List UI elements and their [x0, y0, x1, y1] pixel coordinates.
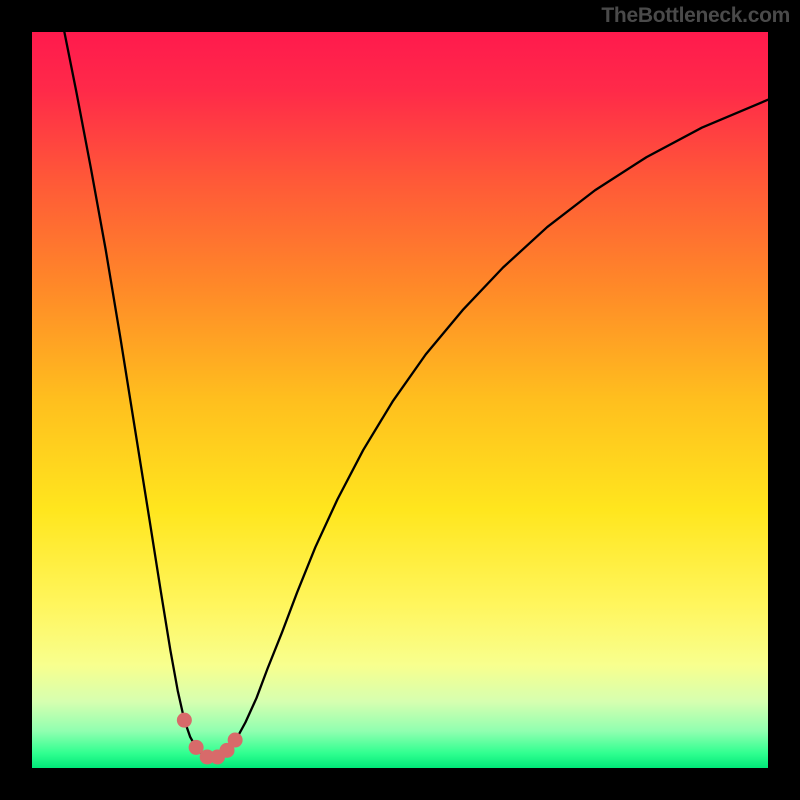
curve-marker [228, 733, 243, 748]
chart-plot-bg [32, 32, 768, 768]
bottleneck-chart [0, 0, 800, 800]
curve-marker [177, 713, 192, 728]
watermark-text: TheBottleneck.com [601, 4, 790, 28]
chart-container: TheBottleneck.com [0, 0, 800, 800]
